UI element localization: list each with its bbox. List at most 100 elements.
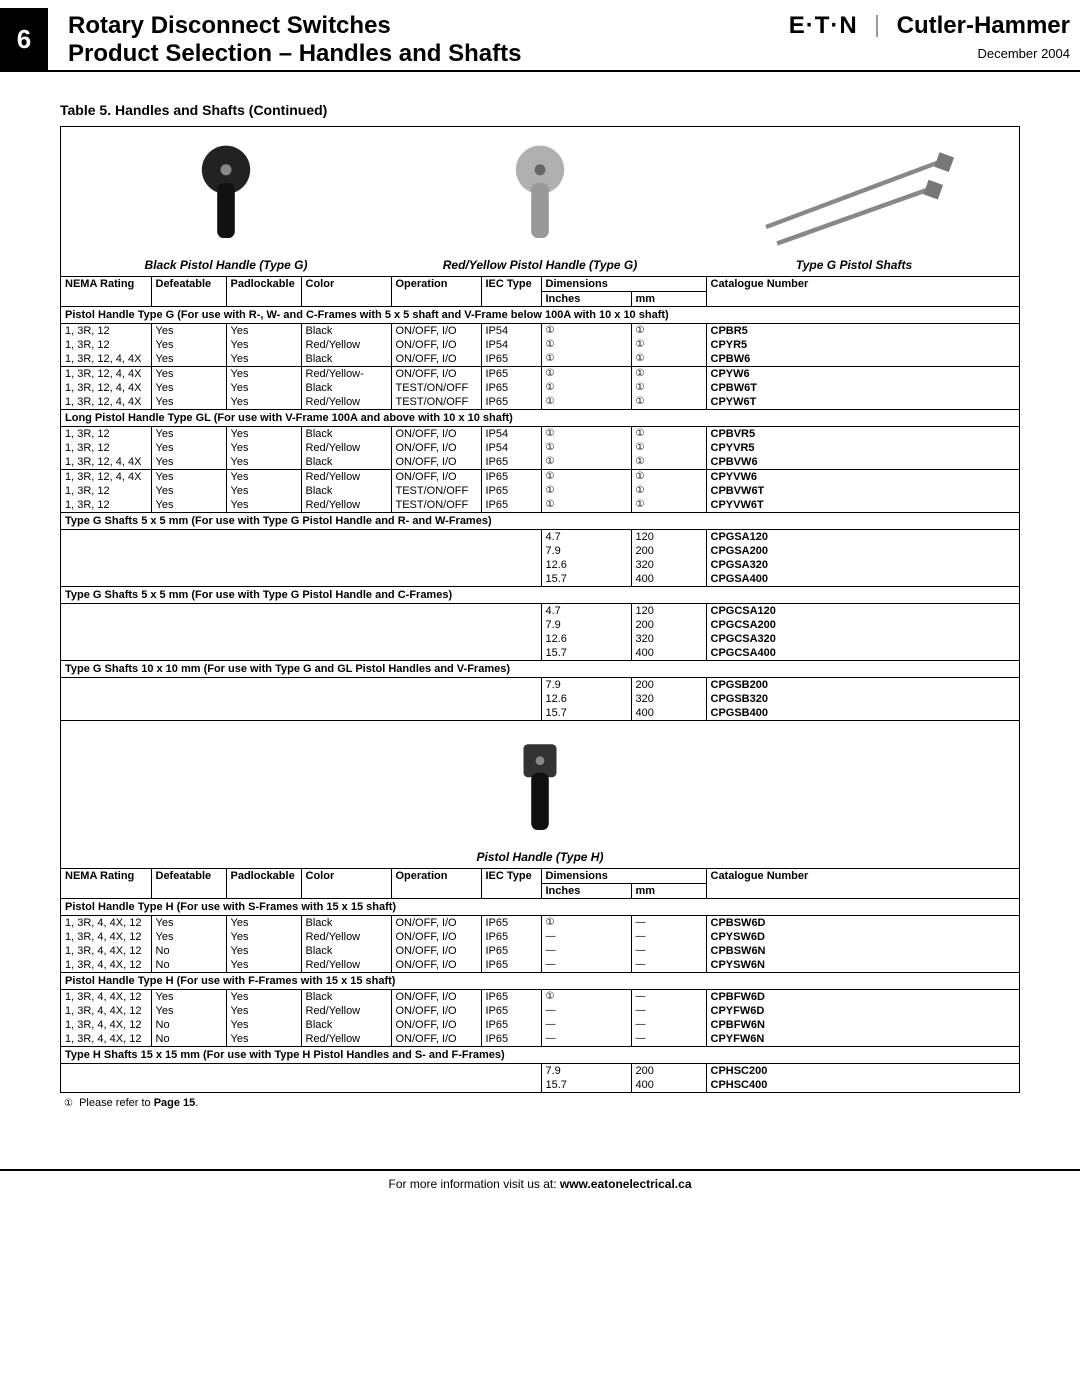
cell-mm: 320: [631, 558, 706, 572]
cell-operation: ON/OFF, I/O: [391, 1032, 481, 1047]
cell-mm: ①: [631, 441, 706, 455]
cell-inches: ①: [541, 441, 631, 455]
eaton-logo: E·T·N: [789, 12, 858, 40]
cell-padlock: Yes: [226, 916, 301, 931]
cell-color: Red/Yellow: [301, 470, 391, 485]
cell-defeat: No: [151, 1032, 226, 1047]
cell-iec: IP65: [481, 455, 541, 470]
col-catalogue: Catalogue Number: [706, 277, 1019, 307]
cell-mm: 200: [631, 544, 706, 558]
cell-iec: IP65: [481, 944, 541, 958]
cell-nema: 1, 3R, 12, 4, 4X: [61, 367, 151, 382]
footnote-page-ref: Page 15: [154, 1097, 196, 1109]
cell-iec: IP65: [481, 930, 541, 944]
section-s2: Long Pistol Handle Type GL (For use with…: [61, 410, 1019, 427]
table-row: 1, 3R, 12YesYesBlackON/OFF, I/OIP54①①CPB…: [61, 324, 1019, 339]
cell-catalogue: CPGSA120: [706, 530, 1019, 545]
cell-catalogue: CPYW6: [706, 367, 1019, 382]
cell-operation: ON/OFF, I/O: [391, 958, 481, 973]
cell-blank: [61, 706, 541, 720]
cell-inches: —: [541, 930, 631, 944]
cell-iec: IP65: [481, 381, 541, 395]
section-row: Pistol Handle Type H (For use with F-Fra…: [61, 973, 1019, 990]
col-defeat: Defeatable: [151, 277, 226, 307]
cell-iec: IP54: [481, 427, 541, 442]
cell-inches: ①: [541, 395, 631, 410]
cell-iec: IP65: [481, 1018, 541, 1032]
image-row-top: Black Pistol Handle (Type G) Red/Yellow …: [61, 127, 1019, 276]
cell-catalogue: CPYW6T: [706, 395, 1019, 410]
cell-defeat: Yes: [151, 338, 226, 352]
cell-padlock: Yes: [226, 367, 301, 382]
cell-operation: ON/OFF, I/O: [391, 1018, 481, 1032]
table-row: 1, 3R, 4, 4X, 12NoYesRed/YellowON/OFF, I…: [61, 958, 1019, 973]
cell-defeat: Yes: [151, 367, 226, 382]
cell-iec: IP65: [481, 1004, 541, 1018]
cell-defeat: Yes: [151, 441, 226, 455]
cell-iec: IP54: [481, 441, 541, 455]
cell-defeat: Yes: [151, 930, 226, 944]
footnote-text: Please refer to: [79, 1097, 154, 1109]
cell-mm: —: [631, 930, 706, 944]
cell-iec: IP54: [481, 338, 541, 352]
cell-padlock: Yes: [226, 1018, 301, 1032]
col-nema: NEMA Rating: [61, 869, 151, 899]
cell-padlock: Yes: [226, 381, 301, 395]
cell-inches: 15.7: [541, 706, 631, 720]
cell-color: Black: [301, 381, 391, 395]
table-row: 7.9200CPGSA200: [61, 544, 1019, 558]
cell-mm: 200: [631, 618, 706, 632]
cell-color: Red/Yellow: [301, 441, 391, 455]
section-row: Pistol Handle Type H (For use with S-Fra…: [61, 899, 1019, 916]
cell-color: Black: [301, 427, 391, 442]
cell-padlock: Yes: [226, 441, 301, 455]
section-s7: Pistol Handle Type H (For use with F-Fra…: [61, 973, 1019, 990]
cell-padlock: Yes: [226, 930, 301, 944]
cell-mm: 400: [631, 1078, 706, 1092]
cell-catalogue: CPBFW6N: [706, 1018, 1019, 1032]
cell-mm: 200: [631, 678, 706, 693]
doc-date: December 2004: [789, 46, 1070, 61]
table-row: 1, 3R, 4, 4X, 12NoYesBlackON/OFF, I/OIP6…: [61, 944, 1019, 958]
cell-catalogue: CPHSC200: [706, 1064, 1019, 1079]
cell-inches: ①: [541, 427, 631, 442]
cell-mm: ①: [631, 498, 706, 513]
cell-mm: —: [631, 1032, 706, 1047]
table-row: 1, 3R, 4, 4X, 12YesYesBlackON/OFF, I/OIP…: [61, 916, 1019, 931]
cell-nema: 1, 3R, 4, 4X, 12: [61, 916, 151, 931]
cell-padlock: Yes: [226, 484, 301, 498]
cell-nema: 1, 3R, 4, 4X, 12: [61, 930, 151, 944]
cell-inches: 15.7: [541, 1078, 631, 1092]
cell-padlock: Yes: [226, 455, 301, 470]
table-row: 1, 3R, 12YesYesRed/YellowTEST/ON/OFFIP65…: [61, 498, 1019, 513]
cell-inches: —: [541, 944, 631, 958]
caption-h: Pistol Handle (Type H): [61, 850, 1019, 864]
section-s5: Type G Shafts 10 x 10 mm (For use with T…: [61, 661, 1019, 678]
cell-mm: —: [631, 1004, 706, 1018]
cell-blank: [61, 1078, 541, 1092]
cell-inches: 7.9: [541, 1064, 631, 1079]
red-yellow-pistol-handle-icon: [485, 139, 595, 249]
black-pistol-handle-icon: [171, 139, 281, 249]
section-s1: Pistol Handle Type G (For use with R-, W…: [61, 307, 1019, 324]
cell-mm: —: [631, 916, 706, 931]
col-mm: mm: [631, 884, 706, 899]
cell-mm: ①: [631, 352, 706, 367]
col-dimensions: Dimensions: [541, 277, 706, 292]
cell-inches: ①: [541, 470, 631, 485]
cell-catalogue: CPYVW6T: [706, 498, 1019, 513]
section-s8: Type H Shafts 15 x 15 mm (For use with T…: [61, 1047, 1019, 1064]
cell-color: Red/Yellow: [301, 1004, 391, 1018]
table-row: 1, 3R, 12YesYesBlackTEST/ON/OFFIP65①①CPB…: [61, 484, 1019, 498]
cell-catalogue: CPYFW6N: [706, 1032, 1019, 1047]
col-padlock: Padlockable: [226, 869, 301, 899]
table-header-row: NEMA Rating Defeatable Padlockable Color…: [61, 869, 1019, 884]
cell-nema: 1, 3R, 4, 4X, 12: [61, 1032, 151, 1047]
type-g-shafts-icon: [744, 139, 964, 249]
cell-iec: IP65: [481, 395, 541, 410]
col-color: Color: [301, 277, 391, 307]
cell-inches: ①: [541, 455, 631, 470]
cell-catalogue: CPBVW6: [706, 455, 1019, 470]
table-row: 15.7400CPGCSA400: [61, 646, 1019, 661]
cell-inches: 12.6: [541, 558, 631, 572]
